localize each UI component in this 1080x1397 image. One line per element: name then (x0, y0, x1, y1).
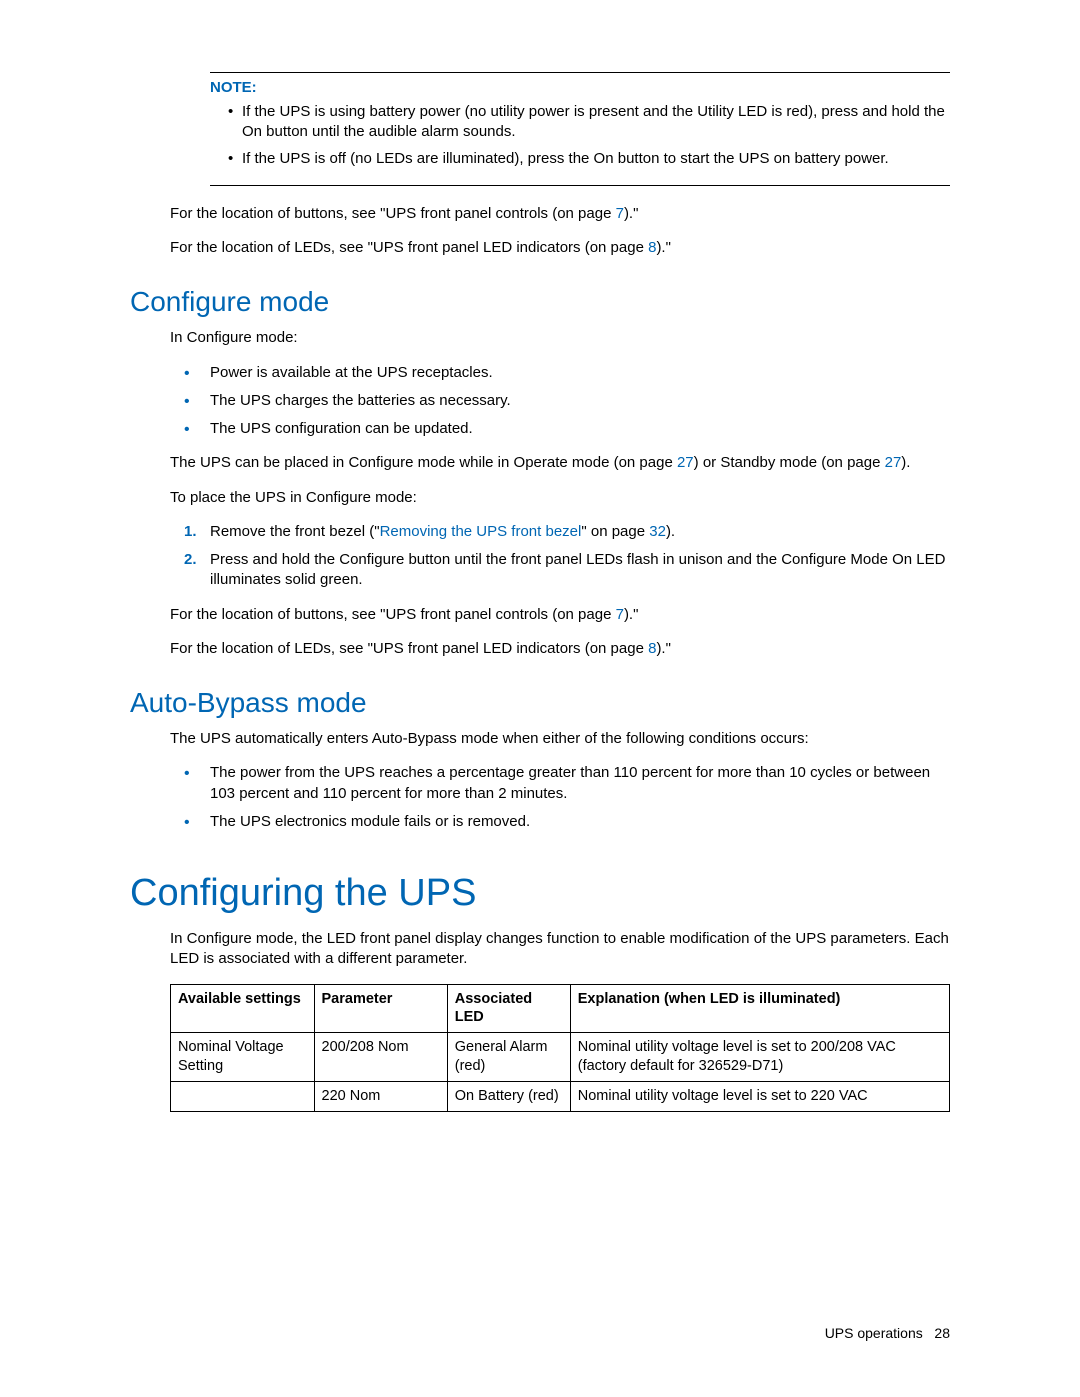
paragraph: To place the UPS in Configure mode: (170, 488, 950, 508)
heading-auto-bypass-mode: Auto-Bypass mode (130, 687, 950, 719)
page-ref-link[interactable]: 7 (616, 606, 624, 623)
th-available-settings: Available settings (171, 984, 315, 1033)
configure-bullets: Power is available at the UPS receptacle… (170, 363, 950, 440)
footer-page-number: 28 (934, 1325, 950, 1341)
list-item: Power is available at the UPS receptacle… (210, 363, 950, 383)
list-item: The power from the UPS reaches a percent… (210, 763, 950, 804)
text: )." (624, 606, 639, 623)
paragraph-leds-location: For the location of LEDs, see "UPS front… (170, 639, 950, 659)
text: )." (656, 640, 671, 657)
paragraph-buttons-location: For the location of buttons, see "UPS fr… (170, 204, 950, 224)
th-explanation: Explanation (when LED is illuminated) (570, 984, 949, 1033)
td: Nominal utility voltage level is set to … (570, 1033, 949, 1082)
cross-ref-link[interactable]: Removing the UPS front bezel (380, 523, 582, 540)
paragraph: The UPS automatically enters Auto-Bypass… (170, 729, 950, 749)
page-ref-link[interactable]: 27 (677, 454, 694, 471)
text: )." (656, 239, 671, 256)
td: Nominal utility voltage level is set to … (570, 1081, 949, 1111)
text: For the location of buttons, see "UPS fr… (170, 205, 616, 222)
text: The UPS can be placed in Configure mode … (170, 454, 677, 471)
text: " on page (581, 523, 649, 540)
paragraph: The UPS can be placed in Configure mode … (170, 453, 950, 473)
list-item: The UPS configuration can be updated. (210, 419, 950, 439)
note-list: If the UPS is using battery power (no ut… (210, 102, 950, 169)
paragraph: In Configure mode, the LED front panel d… (170, 929, 950, 970)
page-footer: UPS operations 28 (825, 1325, 950, 1341)
autobypass-bullets: The power from the UPS reaches a percent… (170, 763, 950, 832)
page-ref-link[interactable]: 27 (885, 454, 902, 471)
heading-configure-mode: Configure mode (130, 286, 950, 318)
configure-steps: Remove the front bezel ("Removing the UP… (170, 522, 950, 591)
th-parameter: Parameter (314, 984, 447, 1033)
paragraph-buttons-location: For the location of buttons, see "UPS fr… (170, 605, 950, 625)
list-item: The UPS electronics module fails or is r… (210, 812, 950, 832)
parameters-table: Available settings Parameter Associated … (170, 984, 950, 1112)
list-item: The UPS charges the batteries as necessa… (210, 391, 950, 411)
list-item: Press and hold the Configure button unti… (210, 550, 950, 591)
heading-configuring-the-ups: Configuring the UPS (130, 872, 950, 915)
paragraph-leds-location: For the location of LEDs, see "UPS front… (170, 238, 950, 258)
td: Nominal Voltage Setting (171, 1033, 315, 1082)
th-associated-led: Associated LED (447, 984, 570, 1033)
table-row: Nominal Voltage Setting 200/208 Nom Gene… (171, 1033, 950, 1082)
text: ). (666, 523, 675, 540)
td: On Battery (red) (447, 1081, 570, 1111)
td (171, 1081, 315, 1111)
td: 220 Nom (314, 1081, 447, 1111)
text: ). (901, 454, 910, 471)
footer-section: UPS operations (825, 1325, 923, 1341)
note-item: If the UPS is off (no LEDs are illuminat… (228, 149, 950, 169)
text: )." (624, 205, 639, 222)
page-ref-link[interactable]: 7 (616, 205, 624, 222)
list-item: Remove the front bezel ("Removing the UP… (210, 522, 950, 542)
table-row: 220 Nom On Battery (red) Nominal utility… (171, 1081, 950, 1111)
paragraph: In Configure mode: (170, 328, 950, 348)
note-box: NOTE: If the UPS is using battery power … (210, 72, 950, 186)
text: For the location of LEDs, see "UPS front… (170, 640, 648, 657)
text: ) or Standby mode (on page (694, 454, 885, 471)
text: For the location of buttons, see "UPS fr… (170, 606, 616, 623)
document-page: NOTE: If the UPS is using battery power … (0, 0, 1080, 1397)
td: General Alarm (red) (447, 1033, 570, 1082)
td: 200/208 Nom (314, 1033, 447, 1082)
table-header-row: Available settings Parameter Associated … (171, 984, 950, 1033)
note-item: If the UPS is using battery power (no ut… (228, 102, 950, 143)
page-ref-link[interactable]: 32 (649, 523, 666, 540)
note-label: NOTE: (210, 79, 950, 96)
text: Remove the front bezel (" (210, 523, 380, 540)
text: For the location of LEDs, see "UPS front… (170, 239, 648, 256)
